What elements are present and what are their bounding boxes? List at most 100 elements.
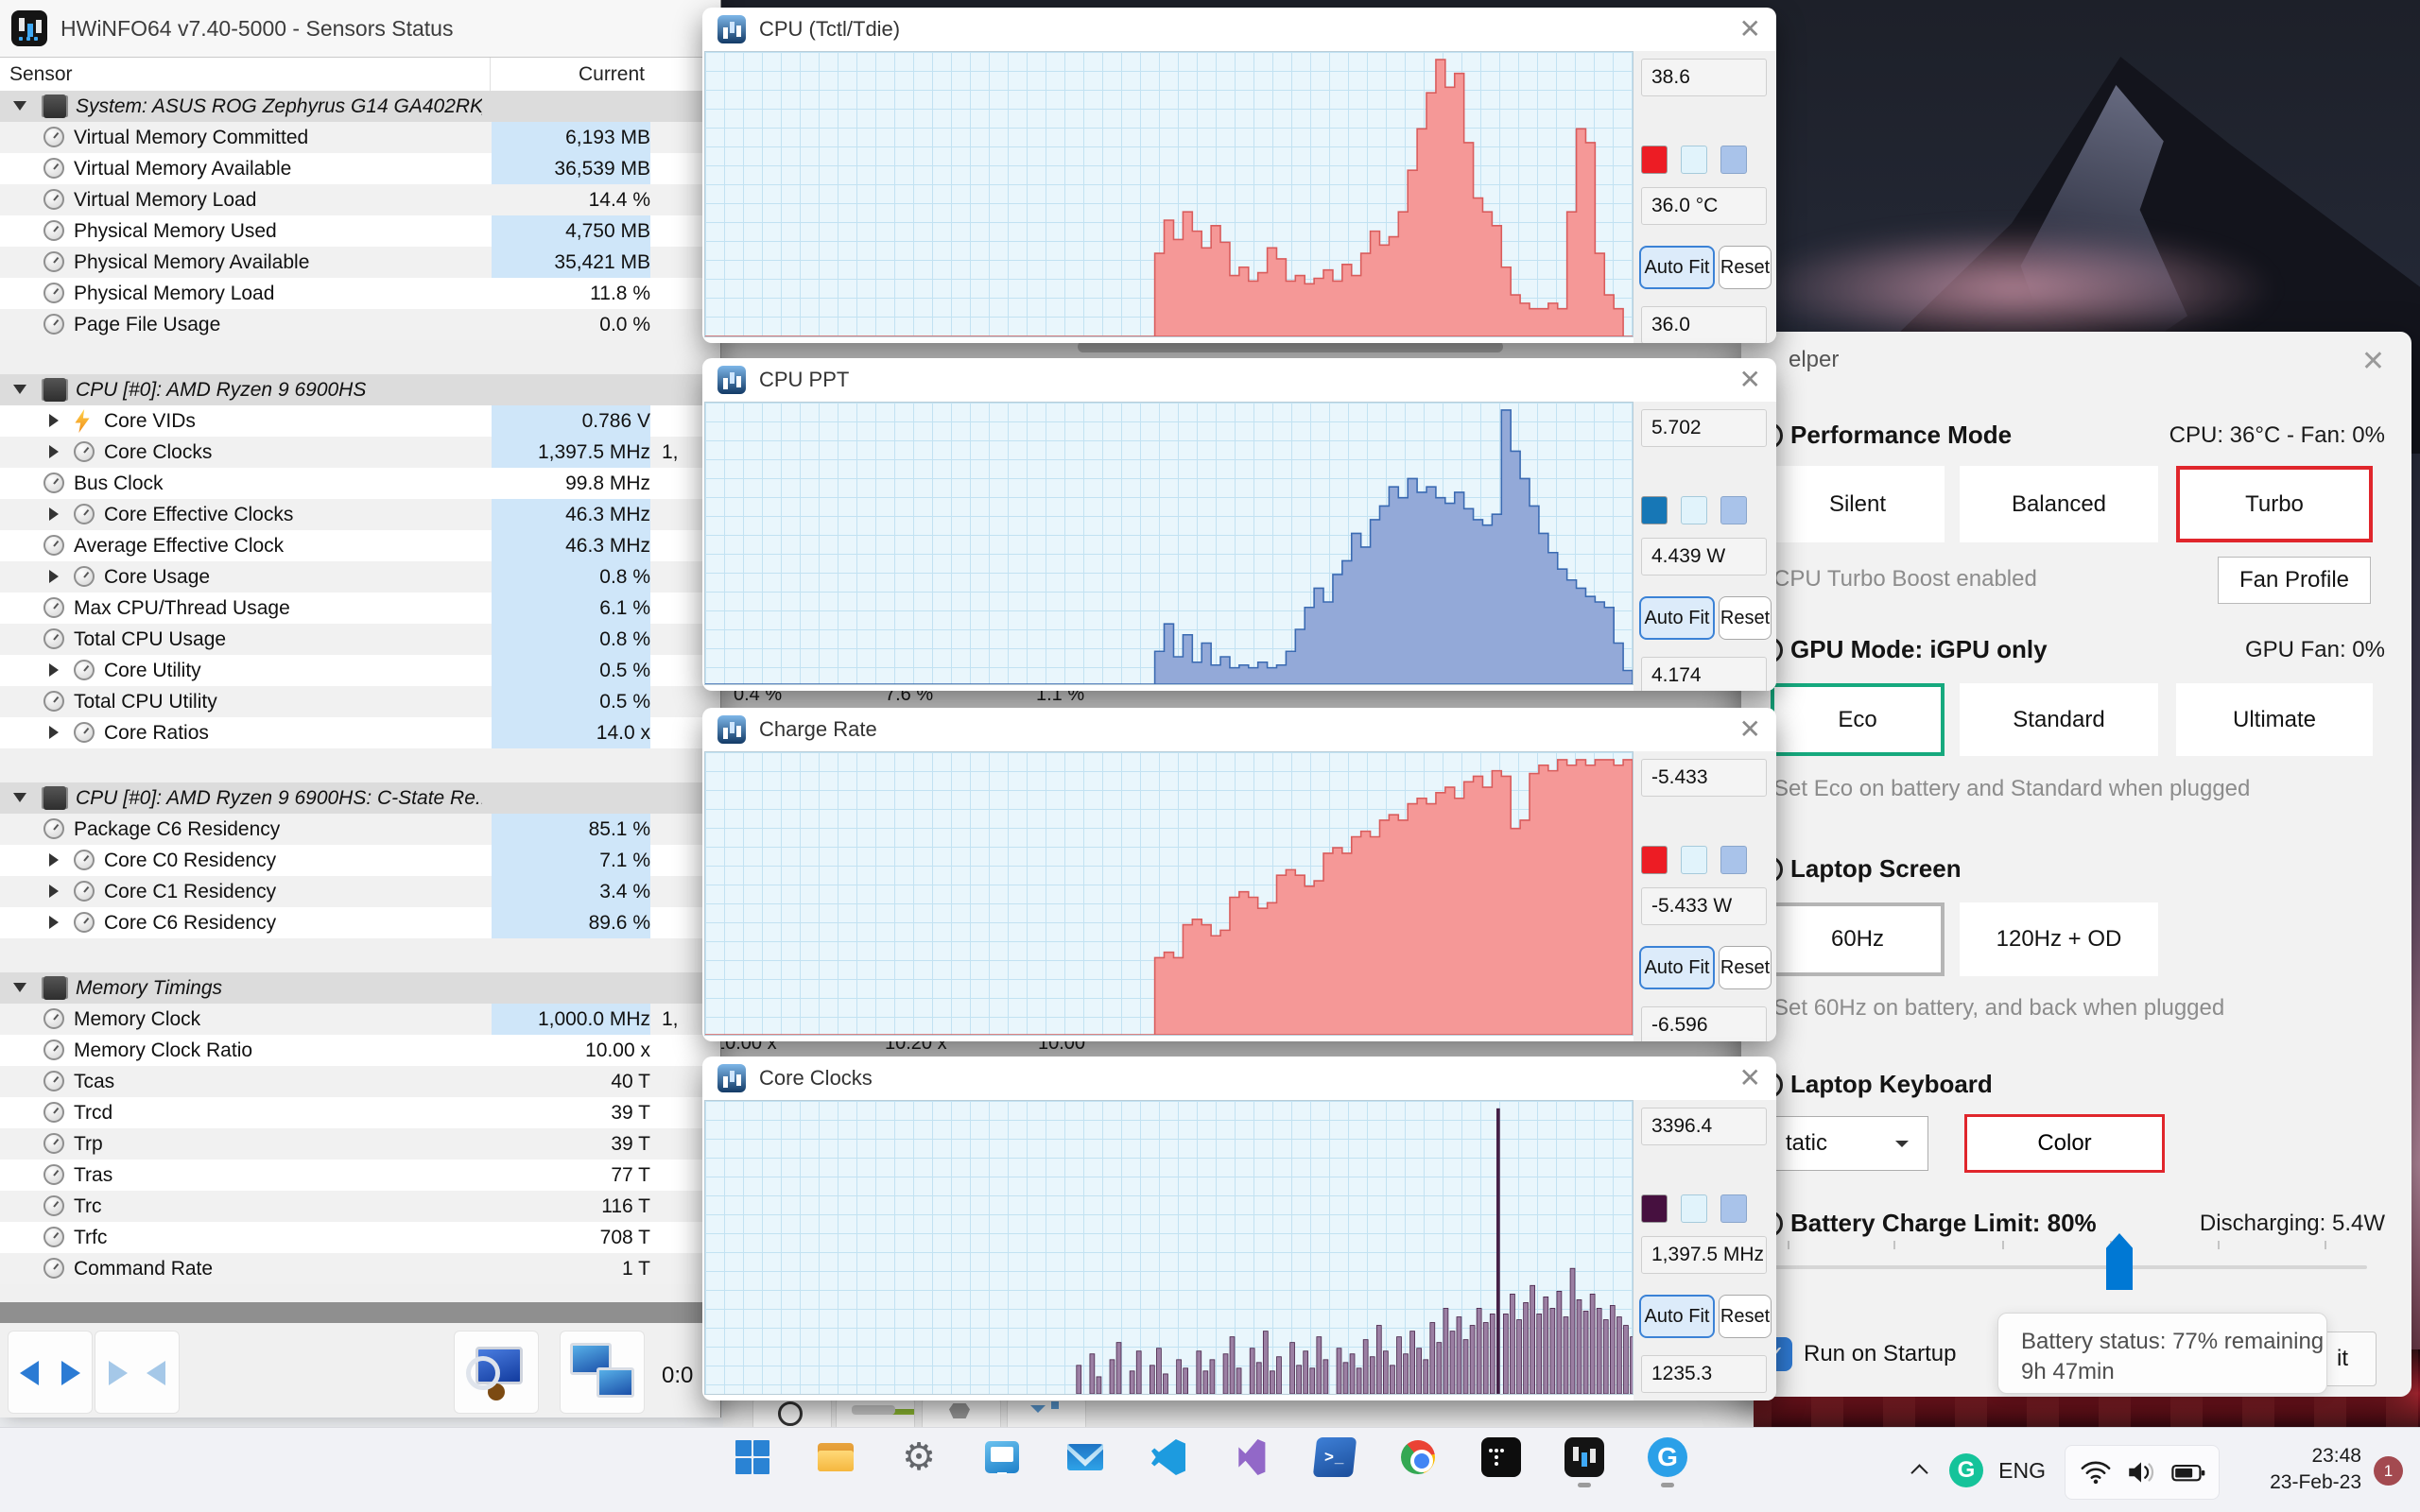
close-icon[interactable]: ✕ — [1738, 14, 1761, 43]
taskbar-vscode-icon[interactable] — [1149, 1437, 1188, 1477]
chevron-icon[interactable] — [13, 983, 26, 992]
auto-fit-button[interactable]: Auto Fit — [1639, 946, 1715, 989]
reset-button[interactable]: Reset — [1719, 946, 1772, 989]
tray-chevron-up-icon[interactable] — [1911, 1462, 1928, 1479]
chevron-icon[interactable] — [13, 793, 26, 802]
sensor-row[interactable]: Command Rate 1 T — [0, 1253, 720, 1284]
hwinfo-titlebar[interactable]: HWiNFO64 v7.40-5000 - Sensors Status — [0, 0, 720, 58]
column-current[interactable]: Current — [578, 63, 645, 85]
close-icon[interactable]: ✕ — [1738, 365, 1761, 394]
sensor-row[interactable]: Physical Memory Used 4,750 MB — [0, 215, 720, 247]
hidden-clock-button[interactable] — [752, 1397, 832, 1429]
balanced-button[interactable]: Balanced — [1960, 466, 2158, 542]
sensor-row[interactable]: Max CPU/Thread Usage 6.1 % — [0, 593, 720, 624]
language-indicator[interactable]: ENG — [1998, 1458, 2046, 1483]
sensor-row[interactable]: Average Effective Clock 46.3 MHz — [0, 530, 720, 561]
sensor-row[interactable]: Tras 77 T — [0, 1160, 720, 1191]
auto-fit-button[interactable]: Auto Fit — [1639, 246, 1715, 289]
taskbar-start-icon[interactable] — [733, 1437, 772, 1477]
background-color-swatch[interactable] — [1681, 846, 1707, 874]
grid-color-swatch[interactable] — [1720, 146, 1747, 174]
ultimate-button[interactable]: Ultimate — [2176, 683, 2373, 756]
sensor-group-row[interactable]: CPU [#0]: AMD Ryzen 9 6900HS: C-State Re… — [0, 782, 720, 814]
sensor-row[interactable]: Core C6 Residency 89.6 % — [0, 907, 720, 938]
sensor-row[interactable]: Trp 39 T — [0, 1128, 720, 1160]
grid-color-swatch[interactable] — [1720, 1194, 1747, 1223]
chevron-icon[interactable] — [49, 414, 59, 427]
sensor-group-row[interactable]: System: ASUS ROG Zephyrus G14 GA402RK_..… — [0, 91, 720, 122]
sensor-row[interactable]: Page File Usage 0.0 % — [0, 309, 720, 340]
sensor-row[interactable]: Virtual Memory Available 36,539 MB — [0, 153, 720, 184]
background-color-swatch[interactable] — [1681, 146, 1707, 174]
sensor-row[interactable]: Trc 116 T — [0, 1191, 720, 1222]
taskbar-ghelper-icon[interactable]: G — [1648, 1437, 1687, 1477]
fan-profile-button[interactable]: Fan Profile — [2218, 557, 2371, 604]
sensor-row[interactable] — [0, 340, 720, 374]
grammarly-tray-icon[interactable]: G — [1949, 1453, 1983, 1487]
auto-fit-button[interactable]: Auto Fit — [1639, 596, 1715, 640]
taskbar-remote-icon[interactable] — [1481, 1437, 1521, 1477]
background-color-swatch[interactable] — [1681, 496, 1707, 524]
close-icon[interactable]: ✕ — [2360, 346, 2385, 377]
sensor-row[interactable] — [0, 938, 720, 972]
reset-button[interactable]: Reset — [1719, 1295, 1772, 1338]
graph-header[interactable]: Core Clocks ✕ — [702, 1057, 1776, 1100]
sensor-row[interactable]: Core C0 Residency 7.1 % — [0, 845, 720, 876]
sensor-row[interactable]: Virtual Memory Committed 6,193 MB — [0, 122, 720, 153]
chevron-icon[interactable] — [49, 663, 59, 677]
standard-button[interactable]: Standard — [1960, 683, 2158, 756]
hwinfo-scrollbar-horizontal[interactable] — [0, 1302, 720, 1323]
taskbar-powershell-icon[interactable]: >_ — [1312, 1437, 1357, 1477]
chevron-icon[interactable] — [49, 916, 59, 929]
sensor-row[interactable]: Core Effective Clocks 46.3 MHz — [0, 499, 720, 530]
monitor-zoom-button[interactable] — [454, 1331, 539, 1414]
taskbar-clock[interactable]: 23:48 23-Feb-23 — [2270, 1443, 2361, 1496]
taskbar-explorer-icon[interactable] — [816, 1437, 856, 1477]
taskbar-chrome-icon[interactable] — [1398, 1437, 1438, 1477]
notification-badge[interactable]: 1 — [2374, 1456, 2403, 1486]
series-color-swatch[interactable] — [1641, 496, 1668, 524]
taskbar-settings-icon[interactable]: ⚙ — [899, 1436, 939, 1478]
sensor-row[interactable]: Trfc 708 T — [0, 1222, 720, 1253]
color-button[interactable]: Color — [1964, 1114, 2165, 1173]
turbo-button[interactable]: Turbo — [2176, 466, 2373, 542]
sensor-row[interactable]: Virtual Memory Load 14.4 % — [0, 184, 720, 215]
grid-color-swatch[interactable] — [1720, 496, 1747, 524]
chevron-icon[interactable] — [13, 385, 26, 394]
sensor-row[interactable]: Memory Clock Ratio 10.00 x — [0, 1035, 720, 1066]
sensor-row[interactable]: Physical Memory Available 35,421 MB — [0, 247, 720, 278]
eco-button[interactable]: Eco — [1771, 683, 1945, 756]
hidden-slider-button[interactable] — [836, 1397, 915, 1429]
sensor-row[interactable]: Bus Clock 99.8 MHz — [0, 468, 720, 499]
sensor-row[interactable]: Total CPU Usage 0.8 % — [0, 624, 720, 655]
close-icon[interactable]: ✕ — [1738, 1063, 1761, 1092]
taskbar-control-icon[interactable] — [982, 1437, 1022, 1477]
close-icon[interactable]: ✕ — [1738, 714, 1761, 744]
120hz-od-button[interactable]: 120Hz + OD — [1960, 902, 2158, 976]
sensor-row[interactable]: Total CPU Utility 0.5 % — [0, 686, 720, 717]
collapse-columns-button[interactable] — [95, 1331, 180, 1414]
taskbar-visualstudio-icon[interactable] — [1232, 1437, 1271, 1477]
hidden-arrows-button[interactable] — [1007, 1397, 1086, 1429]
background-scrollbar-thumb[interactable] — [1078, 341, 1503, 352]
sensor-row[interactable]: Core VIDs 0.786 V — [0, 405, 720, 437]
chevron-icon[interactable] — [13, 101, 26, 111]
60hz-button[interactable]: 60Hz — [1771, 902, 1945, 976]
sensor-group-row[interactable]: CPU [#0]: AMD Ryzen 9 6900HS — [0, 374, 720, 405]
hidden-gear-button[interactable] — [922, 1397, 1001, 1429]
chevron-icon[interactable] — [49, 570, 59, 583]
battery-limit-slider[interactable] — [1768, 1265, 2367, 1269]
sensor-row[interactable]: Trcd 39 T — [0, 1097, 720, 1128]
taskbar-hwinfo-icon[interactable] — [1564, 1437, 1604, 1477]
chevron-icon[interactable] — [49, 507, 59, 521]
keyboard-mode-dropdown[interactable]: tatic — [1747, 1116, 1928, 1171]
sensor-row[interactable]: Core C1 Residency 3.4 % — [0, 876, 720, 907]
graph-header[interactable]: Charge Rate ✕ — [702, 708, 1776, 751]
sensor-row[interactable]: Package C6 Residency 85.1 % — [0, 814, 720, 845]
chevron-icon[interactable] — [49, 726, 59, 739]
grid-color-swatch[interactable] — [1720, 846, 1747, 874]
sensor-row[interactable]: Core Clocks 1,397.5 MHz 1, — [0, 437, 720, 468]
graph-header[interactable]: CPU (Tctl/Tdie) ✕ — [702, 8, 1776, 51]
series-color-swatch[interactable] — [1641, 846, 1668, 874]
reset-button[interactable]: Reset — [1719, 246, 1772, 289]
